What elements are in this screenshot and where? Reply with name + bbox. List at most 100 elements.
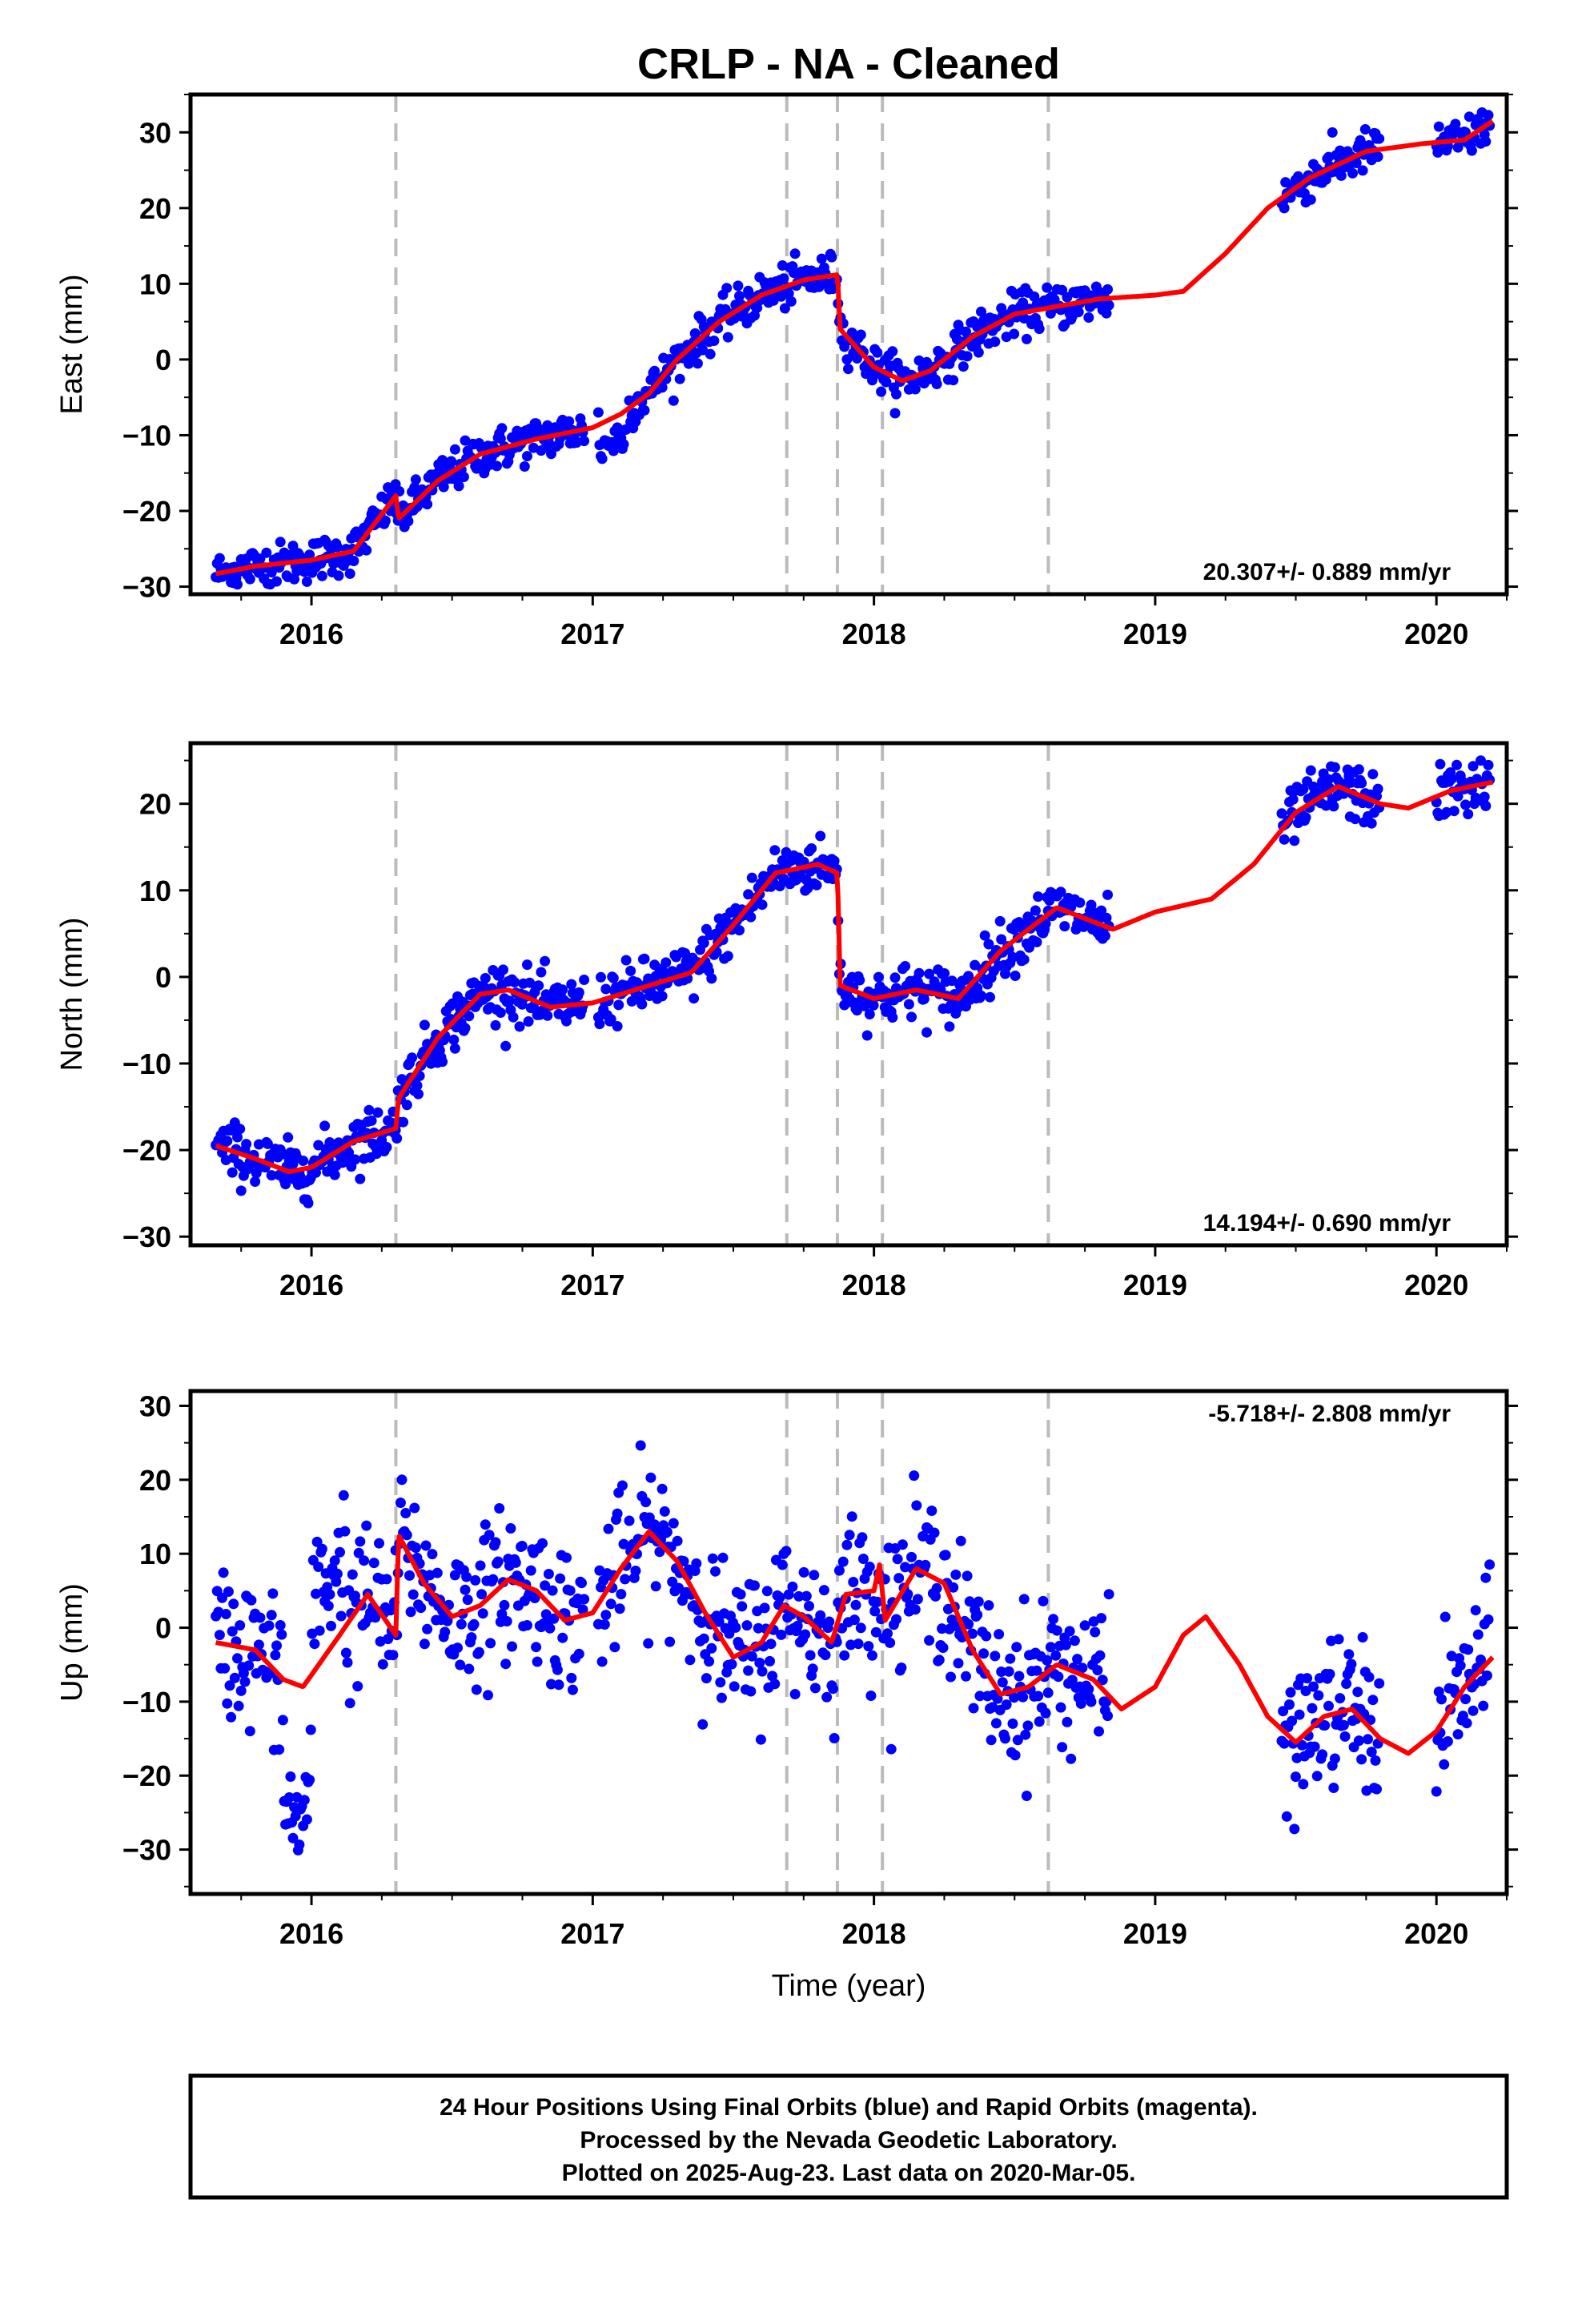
data-point	[931, 379, 942, 389]
data-point	[344, 568, 355, 579]
data-point	[656, 382, 668, 393]
data-point	[566, 979, 577, 990]
x-tick-label: 2019	[1123, 617, 1187, 650]
data-point	[1305, 194, 1316, 205]
data-point	[605, 1014, 616, 1025]
data-point	[391, 1133, 403, 1144]
data-point	[1040, 1707, 1051, 1719]
data-point	[492, 1556, 504, 1567]
data-point	[241, 1139, 252, 1150]
data-point	[961, 1671, 971, 1682]
data-point	[789, 248, 801, 259]
data-point	[680, 947, 691, 959]
observations	[211, 1440, 1496, 1856]
data-point	[620, 1574, 631, 1585]
data-point	[1341, 1679, 1352, 1689]
data-point	[994, 1629, 1005, 1640]
data-point	[227, 1167, 238, 1178]
data-point	[352, 1681, 363, 1692]
x-tick-label: 2017	[560, 1269, 624, 1301]
data-point	[746, 1651, 757, 1662]
data-point	[1311, 1771, 1323, 1782]
data-point	[1079, 1620, 1090, 1631]
data-point	[781, 1546, 792, 1557]
data-point	[576, 1578, 587, 1589]
data-point	[1436, 1694, 1447, 1705]
data-point	[540, 955, 551, 967]
data-point	[939, 968, 950, 979]
data-point	[705, 348, 716, 360]
data-point	[1466, 145, 1477, 156]
data-point	[1281, 1811, 1292, 1822]
data-point	[1007, 1718, 1018, 1729]
data-point	[1359, 124, 1371, 135]
data-point	[552, 1664, 563, 1675]
data-point	[235, 1185, 247, 1196]
data-point	[946, 1671, 956, 1683]
data-point	[1033, 891, 1044, 903]
data-point	[809, 1683, 821, 1694]
x-tick-label: 2020	[1404, 617, 1468, 650]
data-point	[1011, 1642, 1022, 1653]
data-point	[620, 955, 632, 966]
data-point	[881, 376, 892, 388]
data-point	[833, 1565, 845, 1576]
data-point	[214, 553, 225, 564]
data-point	[1083, 312, 1094, 323]
data-point	[427, 1549, 438, 1560]
data-point	[656, 991, 668, 1002]
data-point	[498, 964, 508, 975]
data-point	[729, 1681, 740, 1692]
y-tick-label: −30	[122, 1834, 171, 1867]
data-point	[968, 1703, 979, 1714]
data-point	[350, 1154, 360, 1165]
data-point	[1329, 762, 1340, 773]
data-point	[564, 1585, 576, 1596]
data-point	[592, 407, 604, 418]
data-point	[283, 1792, 295, 1803]
data-point	[1296, 1739, 1307, 1751]
x-tick-label: 2018	[842, 617, 906, 650]
data-point	[1075, 1698, 1086, 1709]
data-point	[476, 1589, 488, 1600]
data-point	[616, 1480, 628, 1491]
data-point	[961, 326, 971, 337]
data-point	[755, 1734, 766, 1745]
data-point	[413, 1088, 424, 1100]
data-point	[1102, 283, 1113, 295]
data-point	[1031, 1665, 1042, 1676]
data-point	[630, 1566, 641, 1576]
data-point	[250, 1176, 261, 1187]
y-tick-label: −10	[122, 419, 171, 452]
data-point	[892, 1554, 903, 1565]
data-point	[885, 1637, 896, 1648]
data-point	[514, 1021, 525, 1032]
data-point	[645, 1472, 656, 1483]
data-point	[613, 999, 624, 1011]
data-point	[546, 448, 556, 460]
data-point	[849, 1614, 860, 1626]
data-point	[793, 1590, 805, 1602]
data-point	[403, 516, 414, 527]
data-point	[608, 972, 619, 983]
data-point	[494, 1503, 505, 1514]
data-point	[1055, 887, 1066, 898]
data-point	[785, 296, 797, 307]
data-point	[1278, 1706, 1289, 1717]
data-point	[492, 460, 502, 472]
data-point	[774, 1592, 785, 1603]
x-axis-label: Time (year)	[772, 1969, 926, 2003]
data-point	[446, 456, 457, 467]
data-point	[872, 1596, 883, 1607]
data-point	[722, 951, 733, 962]
data-point	[743, 1665, 754, 1676]
data-point	[536, 967, 547, 978]
y-tick-label: −20	[122, 1134, 171, 1167]
data-point	[1009, 1692, 1020, 1703]
data-point	[1363, 1671, 1375, 1683]
data-point	[1339, 1731, 1351, 1742]
data-point	[305, 1724, 316, 1735]
data-point	[573, 1648, 584, 1659]
data-point	[612, 1021, 623, 1031]
data-point	[1367, 769, 1379, 780]
